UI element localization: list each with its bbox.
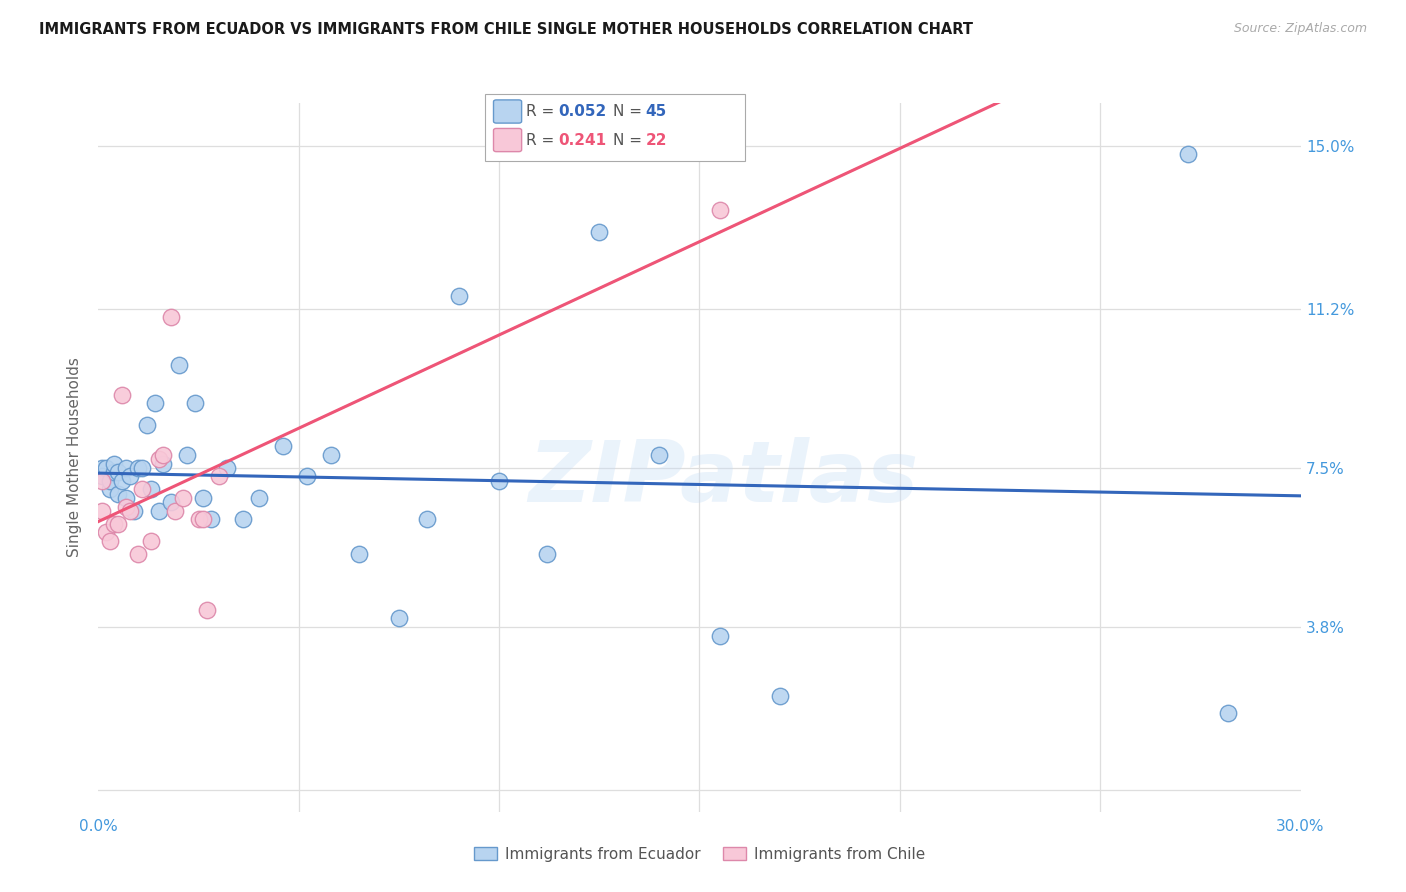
Point <box>176 448 198 462</box>
Text: R =: R = <box>526 133 560 147</box>
Point <box>1177 147 1199 161</box>
Text: N =: N = <box>613 133 647 147</box>
Point <box>111 388 134 402</box>
Point <box>139 533 162 548</box>
Text: Source: ZipAtlas.com: Source: ZipAtlas.com <box>1233 22 1367 36</box>
Point <box>103 516 125 531</box>
Y-axis label: Single Mother Households: Single Mother Households <box>67 357 83 558</box>
Point <box>91 469 114 483</box>
Text: 0.052: 0.052 <box>558 104 606 119</box>
Point <box>139 483 162 497</box>
Point <box>103 457 125 471</box>
Point <box>90 461 112 475</box>
Text: 45: 45 <box>645 104 666 119</box>
Point <box>208 469 231 483</box>
Point <box>91 504 114 518</box>
Legend: Immigrants from Ecuador, Immigrants from Chile: Immigrants from Ecuador, Immigrants from… <box>468 840 931 868</box>
Point <box>96 525 118 540</box>
Point <box>107 486 129 500</box>
Point <box>200 512 222 526</box>
Point <box>100 533 122 548</box>
Point <box>167 358 190 372</box>
Text: IMMIGRANTS FROM ECUADOR VS IMMIGRANTS FROM CHILE SINGLE MOTHER HOUSEHOLDS CORREL: IMMIGRANTS FROM ECUADOR VS IMMIGRANTS FR… <box>39 22 973 37</box>
Point <box>90 474 112 488</box>
Point <box>148 504 170 518</box>
Point <box>143 396 166 410</box>
Point <box>347 547 370 561</box>
Point <box>195 603 218 617</box>
Point <box>111 474 134 488</box>
Point <box>96 461 118 475</box>
Point <box>124 504 146 518</box>
Point <box>159 310 181 325</box>
Point <box>488 474 510 488</box>
Point <box>187 512 209 526</box>
Point <box>648 448 671 462</box>
Point <box>388 611 411 625</box>
Text: ZIPatlas: ZIPatlas <box>529 437 918 520</box>
Point <box>128 461 150 475</box>
Point <box>183 396 205 410</box>
Point <box>232 512 254 526</box>
Point <box>115 500 138 514</box>
Point <box>709 628 731 642</box>
Point <box>152 457 174 471</box>
Point <box>247 491 270 505</box>
Point <box>135 417 157 432</box>
Text: N =: N = <box>613 104 647 119</box>
Point <box>100 474 122 488</box>
Point <box>319 448 342 462</box>
Point <box>215 461 238 475</box>
Point <box>103 465 125 479</box>
Point <box>191 491 214 505</box>
Point <box>1218 706 1240 720</box>
Point <box>120 469 142 483</box>
Point <box>163 504 186 518</box>
Point <box>120 504 142 518</box>
Text: R =: R = <box>526 104 560 119</box>
Point <box>100 483 122 497</box>
Point <box>115 491 138 505</box>
Point <box>128 547 150 561</box>
Point <box>295 469 318 483</box>
Point <box>709 202 731 217</box>
Point <box>447 289 470 303</box>
Point <box>107 516 129 531</box>
Point <box>159 495 181 509</box>
Text: 22: 22 <box>645 133 666 147</box>
Point <box>148 452 170 467</box>
Point <box>271 439 294 453</box>
Point <box>536 547 558 561</box>
Point <box>191 512 214 526</box>
Point <box>131 461 153 475</box>
Point <box>769 689 792 703</box>
Point <box>172 491 194 505</box>
Point <box>416 512 439 526</box>
Point <box>131 483 153 497</box>
Point <box>107 465 129 479</box>
Point <box>588 225 610 239</box>
Point <box>152 448 174 462</box>
Point <box>115 461 138 475</box>
Text: 0.241: 0.241 <box>558 133 606 147</box>
